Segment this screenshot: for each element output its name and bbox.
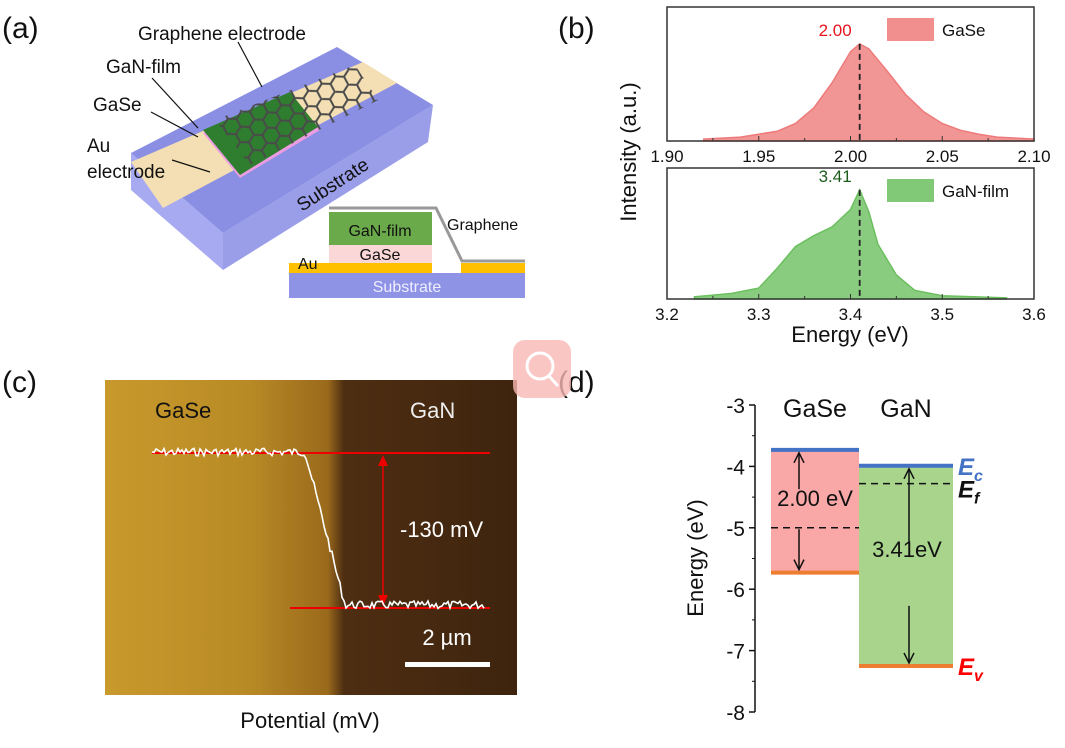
legend-swatch: [887, 179, 934, 202]
pl-xlabel: Energy (eV): [791, 322, 908, 347]
x-tick-label: 3.5: [930, 305, 954, 324]
x-tick-label: 3.4: [839, 305, 863, 324]
potential-step-label: -130 mV: [400, 517, 483, 542]
x-tick-label: 3.3: [747, 305, 771, 324]
x-tick-label: 1.95: [742, 147, 775, 166]
label-graphene-electrode: Graphene electrode: [138, 24, 306, 45]
x-tick-label: 3.2: [655, 305, 679, 324]
pl-spectrum-gan: 3.41 GaN-film 3.2 3.3 3.4 3.5 3.6: [655, 167, 1046, 324]
band-ylabel: Energy (eV): [683, 499, 708, 616]
legend-label: GaN-film: [942, 182, 1009, 201]
level-subscript: v: [974, 668, 984, 685]
substrate-front-face: [223, 105, 433, 270]
search-icon[interactable]: [513, 340, 571, 398]
cs-gan-film: GaN-film: [348, 223, 411, 240]
cs-substrate: Substrate: [373, 279, 442, 296]
cs-gase: GaSe: [360, 247, 401, 264]
y-tick-label: -4: [726, 456, 745, 479]
x-tick-label: 2.00: [834, 147, 867, 166]
level-label-ef: Ef: [958, 477, 981, 508]
label-au: Au: [87, 136, 110, 157]
cross-section-diagram: GaN-film GaSe Au Graphene Substrate: [289, 206, 525, 298]
spectrum-area: [693, 187, 1008, 300]
cs-au: Au: [298, 256, 318, 273]
level-subscript: c: [974, 468, 983, 485]
level-label-ec: Ec: [958, 454, 983, 485]
pl-spectrum-gase: 2.00 GaSe 1.90 1.95 2.00 2.05 2.10: [650, 6, 1051, 166]
spectrum-area: [702, 42, 1035, 142]
level-label-ev: Ev: [958, 654, 984, 685]
peak-label: 2.00: [819, 21, 852, 40]
legend-label: GaSe: [942, 21, 985, 40]
level-subscript: f: [974, 491, 981, 508]
band-gap-box: [859, 465, 953, 666]
y-tick-label: -6: [726, 579, 745, 602]
kpfm-xlabel: Potential (mV): [240, 708, 379, 733]
x-tick-label: 3.6: [1022, 305, 1046, 324]
label-electrode: electrode: [87, 162, 165, 183]
gap-arrowheads: [793, 451, 805, 572]
label-gase: GaSe: [93, 95, 142, 116]
y-tick-label: -7: [726, 641, 745, 664]
panel-label-b: (b): [558, 12, 595, 45]
y-tick-label: -5: [726, 518, 745, 541]
graphene-line: [329, 206, 525, 263]
pl-ylabel: Intensity (a.u.): [616, 82, 641, 221]
kpfm-label-gan: GaN: [410, 398, 455, 423]
x-tick-label: 2.05: [926, 147, 959, 166]
level-symbol: E: [958, 654, 975, 681]
level-symbol: E: [958, 454, 975, 481]
level-symbol: E: [958, 477, 975, 504]
material-label: GaN: [880, 395, 931, 423]
label-gan-film: GaN-film: [106, 57, 181, 78]
graphene-electrode-mesh: [215, 65, 378, 165]
device-schematic: Graphene electrode GaN-film GaSe Au elec…: [87, 24, 433, 270]
material-label: GaSe: [783, 395, 847, 423]
cs-graphene: Graphene: [447, 217, 518, 234]
y-tick-label: -8: [726, 702, 745, 725]
potential-profile-line: [151, 446, 485, 611]
scale-bar: [405, 662, 490, 667]
kpfm-image: GaSe GaN -130 mV 2 µm: [105, 380, 517, 695]
panel-label-c: (c): [2, 366, 37, 399]
panel-label-a: (a): [2, 12, 39, 45]
peak-label: 3.41: [819, 167, 852, 186]
band-gap-box: [771, 449, 859, 573]
gap-arrowheads: [903, 467, 915, 665]
y-tick-label: -3: [726, 395, 745, 418]
x-tick-label: 1.90: [650, 147, 683, 166]
gap-label: 2.00 eV: [777, 486, 853, 511]
scale-bar-label: 2 µm: [422, 625, 471, 650]
legend-swatch: [887, 18, 934, 41]
x-tick-label: 2.10: [1017, 147, 1050, 166]
gap-label: 3.41eV: [872, 537, 942, 562]
kpfm-label-gase: GaSe: [155, 398, 211, 423]
